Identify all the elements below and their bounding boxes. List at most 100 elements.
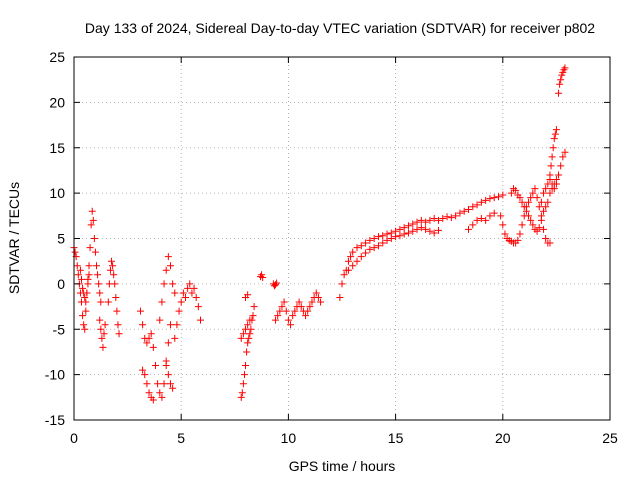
- data-point: [302, 312, 310, 320]
- data-point: [347, 253, 355, 261]
- data-point: [160, 280, 168, 288]
- data-point: [561, 148, 569, 156]
- y-axis-label: SDTVAR / TECUs: [6, 182, 22, 294]
- axis-ticks: 0 5 10 15 20 25 -15 -10 -5 0 5 10 15 20 25: [45, 49, 618, 446]
- data-point: [400, 230, 408, 238]
- x-axis-label: GPS time / hours: [289, 458, 396, 474]
- data-point: [490, 194, 498, 202]
- data-point: [344, 266, 352, 274]
- data-point: [413, 218, 421, 226]
- data-point: [109, 262, 117, 270]
- data-point: [162, 266, 170, 274]
- data-point: [240, 371, 248, 379]
- data-point: [93, 262, 101, 270]
- data-point: [306, 303, 314, 311]
- data-point: [244, 321, 252, 329]
- y-tick-label: 5: [57, 231, 65, 247]
- data-point: [314, 293, 322, 301]
- data-point: [73, 262, 81, 270]
- data-point: [162, 362, 170, 370]
- data-point: [242, 325, 250, 333]
- data-point: [486, 212, 494, 220]
- data-point: [353, 257, 361, 265]
- data-point: [552, 126, 560, 134]
- data-point: [177, 298, 185, 306]
- data-point: [158, 298, 166, 306]
- data-point: [482, 216, 490, 224]
- data-point: [434, 226, 442, 234]
- data-point: [426, 227, 434, 235]
- data-point: [312, 289, 320, 297]
- data-point: [529, 221, 537, 229]
- data-point: [82, 298, 90, 306]
- data-point: [94, 271, 102, 279]
- data-point: [559, 153, 567, 161]
- data-point: [551, 130, 559, 138]
- data-point: [392, 233, 400, 241]
- data-point: [537, 216, 545, 224]
- data-point: [100, 330, 108, 338]
- data-point: [486, 195, 494, 203]
- data-point: [527, 216, 535, 224]
- data-point: [430, 229, 438, 237]
- data-point: [244, 291, 252, 299]
- data-point: [550, 135, 558, 143]
- data-point: [186, 280, 194, 288]
- data-point: [396, 225, 404, 233]
- data-point: [344, 257, 352, 265]
- data-point: [139, 321, 147, 329]
- data-point: [108, 257, 116, 265]
- y-tick-label: 10: [49, 185, 65, 201]
- data-point: [548, 153, 556, 161]
- data-point: [136, 307, 144, 315]
- data-point: [196, 316, 204, 324]
- data-point: [284, 316, 292, 324]
- data-point: [101, 321, 109, 329]
- data-point: [362, 239, 370, 247]
- data-point: [149, 396, 157, 404]
- data-point: [173, 321, 181, 329]
- data-point: [370, 244, 378, 252]
- data-point: [243, 348, 251, 356]
- data-point: [143, 380, 151, 388]
- data-point: [158, 393, 166, 401]
- data-point: [464, 225, 472, 233]
- y-tick-label: 15: [49, 140, 65, 156]
- data-point: [531, 185, 539, 193]
- data-point: [550, 185, 558, 193]
- data-point: [555, 89, 563, 97]
- data-point: [540, 207, 548, 215]
- data-point: [98, 334, 106, 342]
- data-point: [374, 233, 382, 241]
- data-point: [383, 236, 391, 244]
- data-point: [560, 66, 568, 74]
- data-point: [74, 271, 82, 279]
- data-point: [417, 216, 425, 224]
- data-point: [529, 189, 537, 197]
- data-point: [181, 293, 189, 301]
- data-point: [76, 266, 84, 274]
- y-tick-label: -5: [53, 321, 66, 337]
- data-point: [97, 298, 105, 306]
- data-point: [276, 307, 284, 315]
- data-point: [111, 280, 119, 288]
- data-point: [525, 198, 533, 206]
- data-point: [239, 380, 247, 388]
- data-point: [336, 293, 344, 301]
- y-tick-label: -10: [45, 367, 65, 383]
- data-point: [409, 227, 417, 235]
- data-point: [490, 209, 498, 217]
- data-point: [104, 298, 112, 306]
- data-point: [507, 189, 515, 197]
- data-point: [237, 393, 245, 401]
- data-point: [237, 334, 245, 342]
- data-point: [535, 203, 543, 211]
- data-point: [535, 224, 543, 232]
- data-point: [561, 64, 569, 72]
- data-point: [164, 339, 172, 347]
- data-point: [540, 225, 548, 233]
- data-point: [308, 298, 316, 306]
- data-point: [145, 334, 153, 342]
- data-point: [71, 248, 79, 256]
- data-point: [287, 321, 295, 329]
